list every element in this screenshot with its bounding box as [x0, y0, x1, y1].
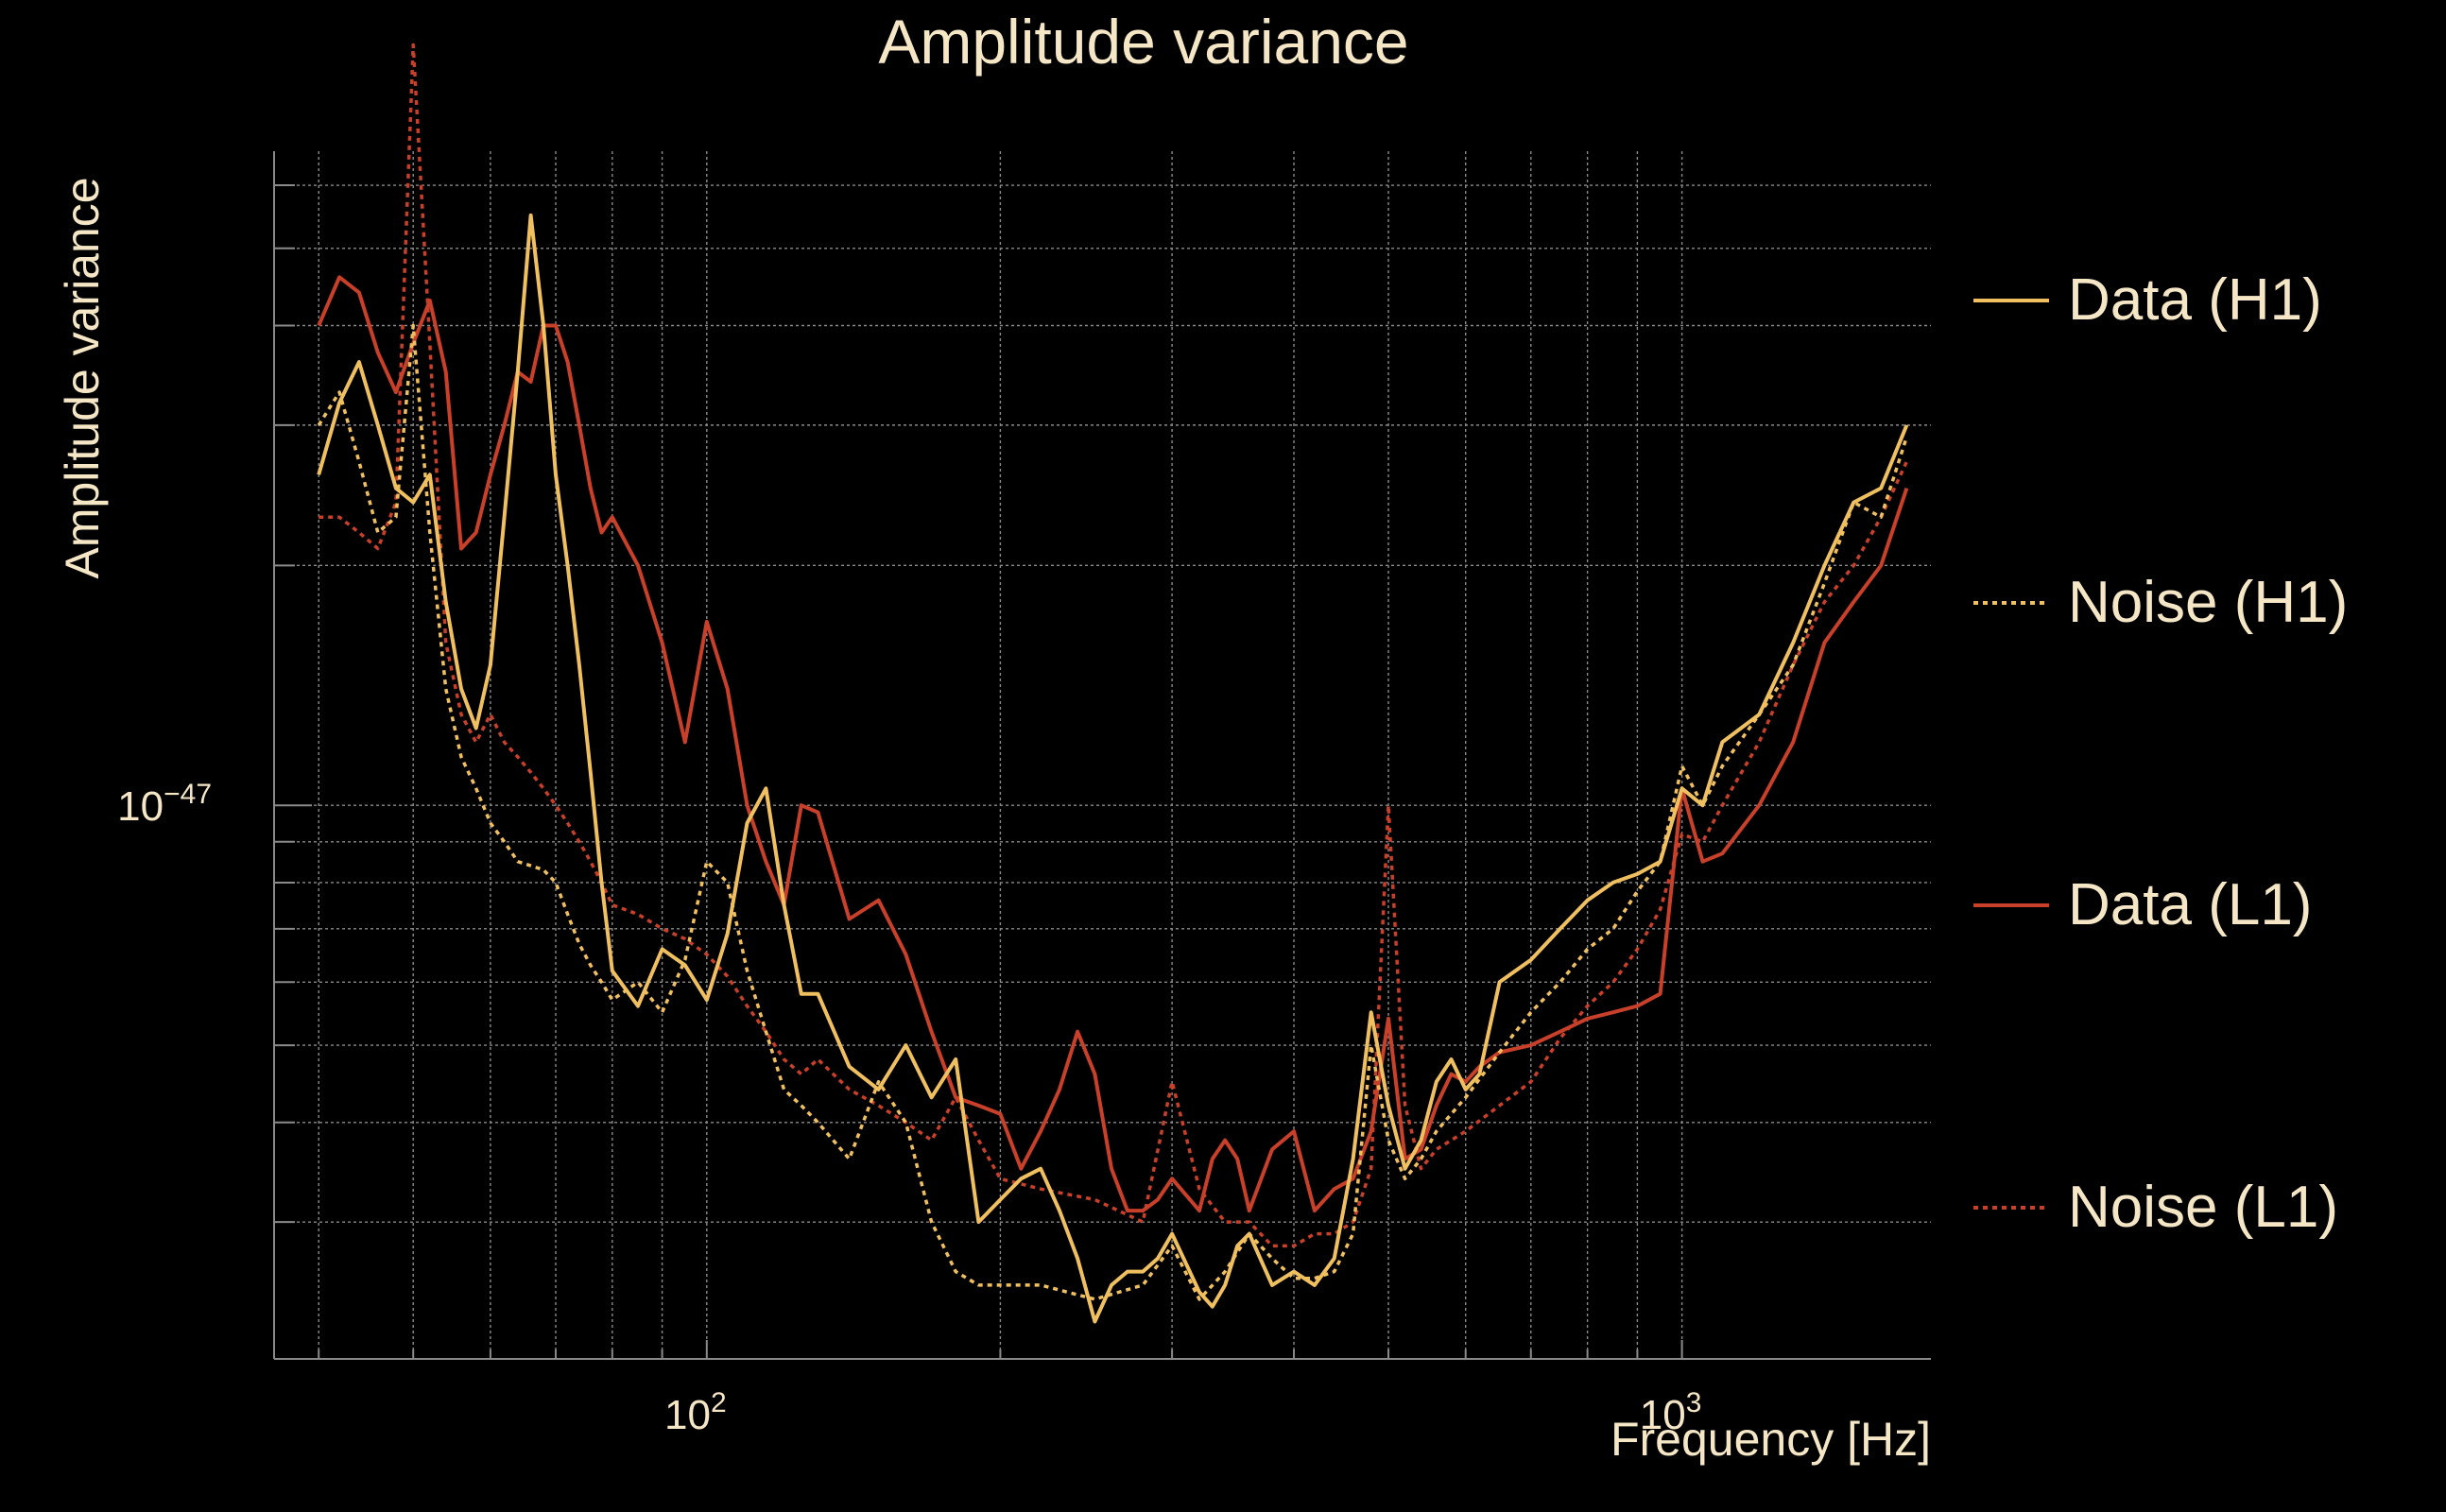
grid — [274, 151, 1931, 1359]
series — [317, 43, 1909, 1324]
x-axis-label: Frequency [Hz] — [1611, 1413, 1931, 1466]
legend-label: Data (L1) — [2068, 872, 2312, 937]
tick-labels: 102 103 10−47 — [117, 779, 1701, 1438]
legend-label: Noise (L1) — [2068, 1175, 2338, 1240]
y-tick-label: 10−47 — [117, 779, 212, 830]
series-line-noise-h1 — [317, 323, 1909, 1301]
chart-title: Amplitude variance — [878, 7, 1408, 77]
x-tick-label: 103 — [1640, 1387, 1702, 1438]
axes — [273, 151, 1931, 1360]
series-line-data-l1 — [317, 275, 1909, 1213]
legend-label: Data (H1) — [2068, 267, 2322, 333]
series-line-data-h1 — [317, 213, 1909, 1324]
legend: Data (H1) Noise (H1) Data (L1) Noise (L1) — [1973, 267, 2348, 1240]
legend-label: Noise (H1) — [2068, 570, 2348, 635]
series-line-noise-l1 — [319, 43, 1908, 1248]
y-axis-label: Amplitude variance — [56, 177, 109, 578]
x-tick-label: 102 — [664, 1387, 727, 1438]
